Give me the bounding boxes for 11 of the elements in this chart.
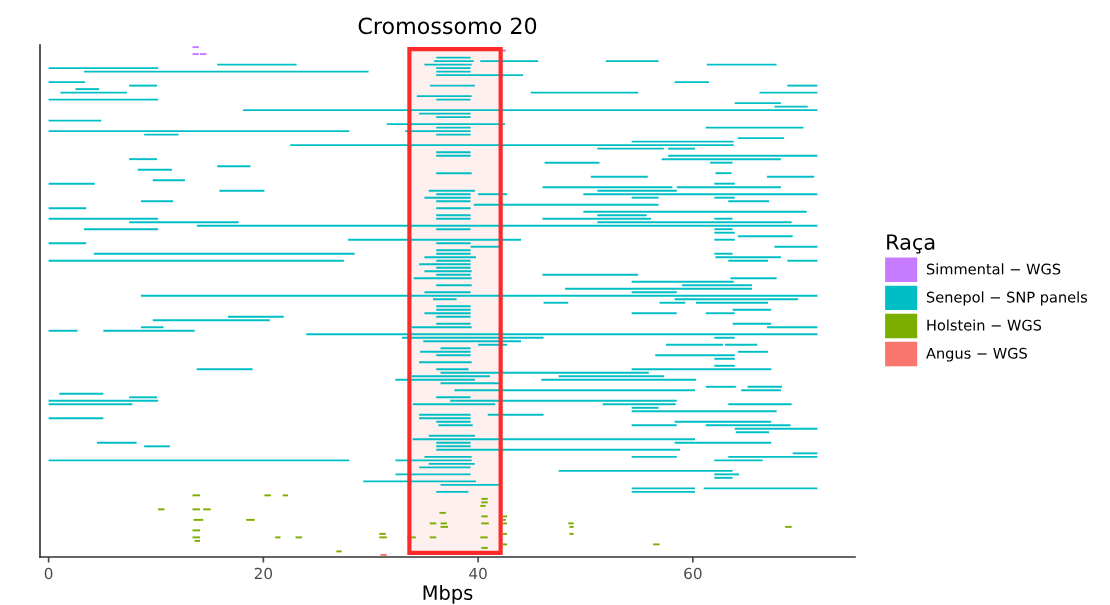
x-tick-label: 0 <box>44 567 53 580</box>
chart-title: Cromossomo 20 <box>358 17 537 35</box>
legend-label: Angus − WGS <box>926 347 1027 362</box>
x-tick-label: 40 <box>469 567 487 580</box>
legend-label: Senepol − SNP panels <box>926 291 1088 306</box>
legend-title: Raça <box>887 234 935 254</box>
x-tick-label: 20 <box>254 567 273 580</box>
x-axis-title: Mbps <box>423 584 473 604</box>
legend-label: Simmental − WGS <box>926 263 1061 275</box>
x-tick-label: 60 <box>684 567 702 580</box>
legend-label: Holstein − WGS <box>927 319 1042 331</box>
